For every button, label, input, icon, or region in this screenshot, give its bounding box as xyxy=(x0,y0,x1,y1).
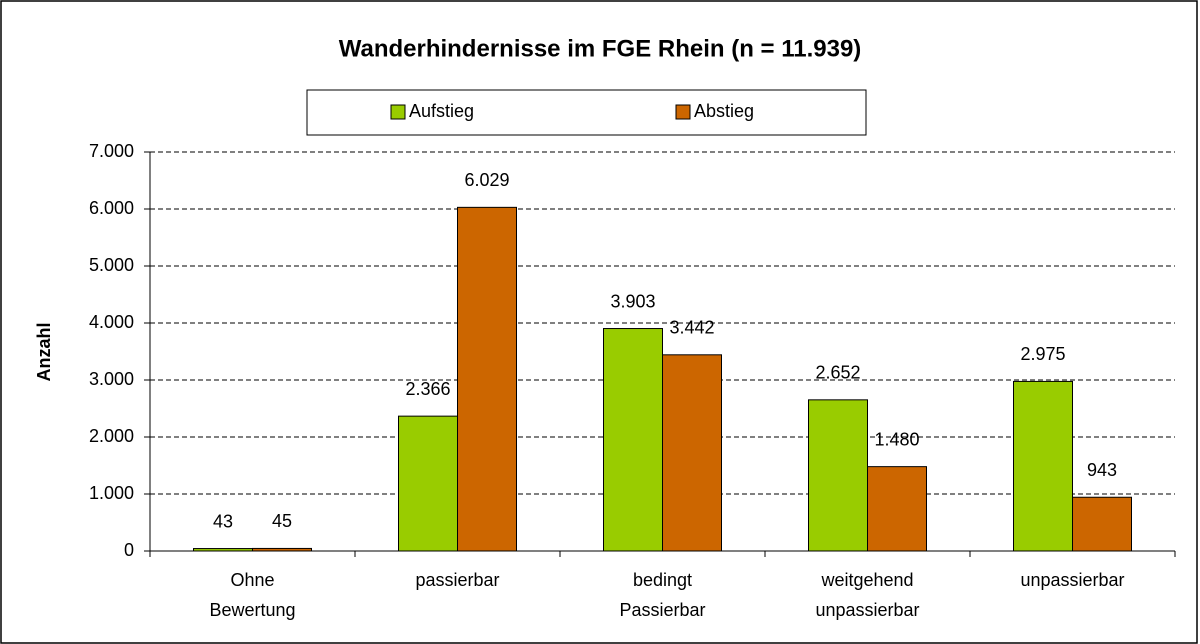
y-tick-label: 3.000 xyxy=(89,369,134,389)
bar xyxy=(1072,496,1132,552)
y-tick-label: 6.000 xyxy=(89,198,134,218)
value-label: 943 xyxy=(1087,460,1117,480)
value-label: 2.975 xyxy=(1020,344,1065,364)
legend-swatch xyxy=(390,104,406,120)
x-tick-label: bedingt Passierbar xyxy=(619,570,705,620)
value-label: 6.029 xyxy=(464,170,509,190)
y-tick-label: 0 xyxy=(124,540,134,560)
y-tick-label: 7.000 xyxy=(89,141,134,161)
value-label: 2.652 xyxy=(815,363,860,383)
value-label: 43 xyxy=(213,511,233,531)
y-tick-label: 5.000 xyxy=(89,255,134,275)
x-tick-label: Ohne Bewertung xyxy=(209,570,295,620)
bar xyxy=(252,547,312,552)
x-tick-label: unpassierbar xyxy=(1020,570,1124,590)
bar xyxy=(603,328,663,552)
y-tick-label: 1.000 xyxy=(89,483,134,503)
value-label: 1.480 xyxy=(874,429,919,449)
bar xyxy=(193,548,253,552)
x-tick-label: passierbar xyxy=(415,570,499,590)
bar xyxy=(662,354,722,552)
bar xyxy=(808,399,868,552)
bar xyxy=(1013,380,1073,552)
legend-label: Aufstieg xyxy=(409,101,474,121)
legend-swatch xyxy=(675,104,691,120)
x-tick-label: weitgehend unpassierbar xyxy=(815,570,919,620)
y-tick-label: 4.000 xyxy=(89,312,134,332)
bar xyxy=(457,206,517,552)
value-label: 2.366 xyxy=(405,379,450,399)
legend-label: Abstieg xyxy=(694,101,754,121)
bar xyxy=(398,415,458,552)
bar xyxy=(867,466,927,552)
y-tick-label: 2.000 xyxy=(89,426,134,446)
value-label: 45 xyxy=(272,511,292,531)
value-label: 3.903 xyxy=(610,291,655,311)
chart-title: Wanderhindernisse im FGE Rhein (n = 11.9… xyxy=(339,35,862,62)
y-axis-label: Anzahl xyxy=(34,322,54,381)
value-label: 3.442 xyxy=(669,318,714,338)
